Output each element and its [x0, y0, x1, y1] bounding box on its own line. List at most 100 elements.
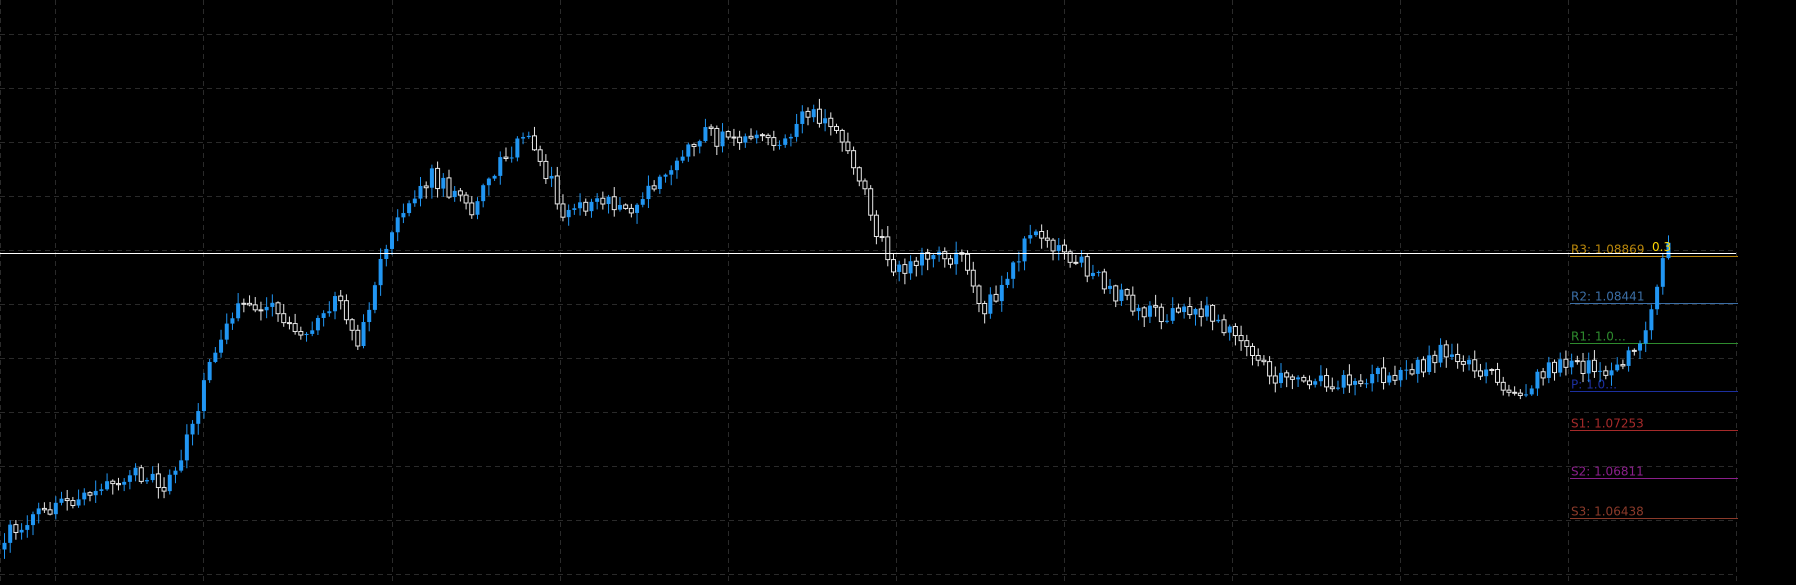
candle: [1005, 272, 1010, 289]
candle: [982, 300, 988, 324]
candle: [236, 293, 241, 322]
candle-body: [1141, 307, 1147, 318]
candle: [1524, 384, 1529, 398]
candle-body: [976, 285, 982, 304]
candle-body: [343, 300, 349, 321]
candle: [1147, 301, 1152, 324]
candle: [53, 496, 58, 520]
candle: [213, 346, 218, 364]
candle: [748, 128, 754, 141]
candle: [1655, 284, 1660, 315]
candle-body: [1096, 271, 1101, 273]
candle-body: [686, 144, 691, 157]
candle: [1563, 350, 1569, 376]
candle-body: [59, 498, 64, 503]
candle-body: [1005, 278, 1010, 285]
candle: [155, 463, 161, 499]
candle-body: [731, 136, 737, 139]
candle: [378, 248, 383, 296]
candle-body: [902, 264, 908, 274]
candle: [1210, 303, 1216, 331]
candle: [628, 203, 634, 218]
candle: [207, 359, 212, 383]
candle: [834, 123, 839, 134]
candle-body: [748, 135, 754, 139]
candle: [1250, 343, 1255, 366]
candle-body: [572, 208, 577, 210]
candle-body: [611, 196, 617, 211]
candle-body: [970, 269, 976, 287]
candle-body: [595, 198, 600, 202]
candle-body: [839, 129, 845, 143]
candle: [720, 123, 725, 153]
candle-body: [1232, 326, 1238, 337]
candle: [1028, 224, 1033, 244]
pivot-label: R2: 1.08441: [1571, 290, 1644, 304]
candle-body: [498, 157, 503, 176]
candle: [190, 420, 195, 446]
candle: [241, 298, 247, 313]
candle-body: [794, 123, 799, 137]
candle-body: [1546, 362, 1551, 378]
candle: [1318, 365, 1323, 387]
candle-body: [127, 475, 132, 482]
candle-body: [1626, 350, 1631, 366]
candle: [1101, 268, 1107, 294]
candle-body: [1193, 308, 1198, 315]
candle-body: [1563, 358, 1569, 368]
candle-body: [395, 217, 400, 233]
candle: [595, 193, 600, 210]
candle-body: [754, 134, 759, 139]
candle: [988, 287, 993, 319]
candle: [64, 489, 70, 511]
candle: [258, 301, 264, 321]
candle: [1073, 254, 1079, 266]
candle: [481, 183, 486, 208]
candle: [264, 297, 269, 319]
candle: [82, 488, 87, 506]
candle-body: [1552, 361, 1558, 374]
candle-body: [714, 127, 720, 147]
candle-body: [1255, 354, 1261, 361]
candle-body: [53, 502, 58, 515]
candle: [1506, 384, 1512, 397]
candle: [1649, 304, 1654, 340]
candle: [1033, 229, 1038, 237]
candle-body: [703, 127, 708, 142]
candle: [623, 203, 629, 210]
candle: [469, 196, 475, 219]
candle-body: [423, 185, 429, 189]
candle: [1409, 363, 1415, 376]
candle-body: [1204, 305, 1209, 317]
candle-body: [856, 167, 862, 182]
candle: [1666, 235, 1671, 260]
candle: [657, 174, 662, 194]
candle-body: [566, 209, 571, 218]
candle-body: [663, 174, 668, 177]
candle-body: [179, 460, 184, 471]
candle: [1598, 362, 1603, 383]
candle: [486, 177, 491, 196]
candle: [93, 480, 98, 503]
candle: [783, 134, 788, 148]
candle-body: [184, 434, 189, 461]
candle: [600, 191, 606, 210]
candle: [1244, 334, 1250, 357]
candle: [663, 173, 668, 183]
candle: [1153, 294, 1159, 317]
candle-body: [759, 134, 765, 137]
candle-body: [1477, 370, 1483, 377]
candle: [635, 203, 640, 224]
pivot-label: P: 1.0…: [1571, 378, 1617, 392]
candle-body: [1353, 380, 1358, 385]
candle-body: [1512, 391, 1518, 394]
candle: [1415, 356, 1420, 383]
candle-body: [521, 137, 526, 139]
candle: [315, 315, 320, 336]
candle: [2, 533, 7, 559]
candle: [1130, 286, 1136, 316]
candle: [59, 491, 64, 506]
candle-body: [446, 177, 452, 198]
candle-body: [1050, 239, 1056, 252]
